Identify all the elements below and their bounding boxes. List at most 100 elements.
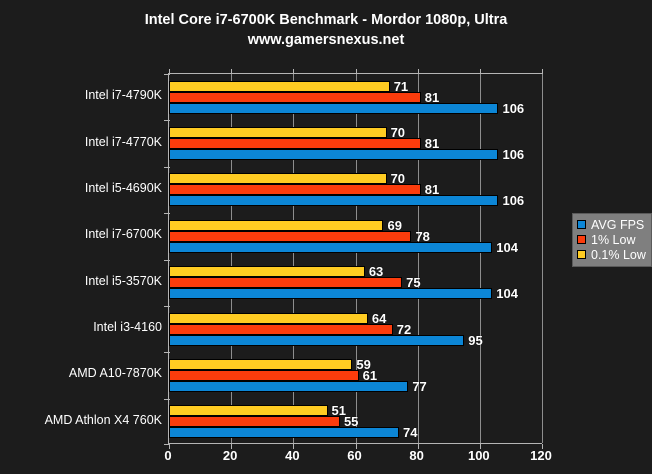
bar-value-label: 95 (468, 332, 483, 348)
bar (169, 80, 390, 92)
bar-value-label: 75 (406, 275, 421, 291)
bar (169, 266, 365, 278)
bar (169, 149, 499, 161)
chart-subtitle: www.gamersnexus.net (247, 32, 405, 48)
category-axis-labels: Intel i7-4790K Intel i7-4770K Intel i5-469… (0, 73, 162, 444)
bar-value-label: 63 (368, 264, 384, 280)
chart-legend: AVG FPS 1% Low 0.1% Low (572, 213, 652, 267)
axis-tick (231, 69, 233, 74)
bar (169, 323, 393, 335)
axis-tick (169, 69, 170, 74)
bar (169, 138, 421, 150)
bar (169, 277, 403, 289)
bar-value-label: 106 (502, 100, 525, 116)
bar (169, 369, 359, 381)
legend-swatch-icon (577, 220, 586, 229)
plot-area: 71 81 106 70 81 106 70 81 106 69 78 104 63 75 104 64 72 9… (164, 69, 543, 449)
legend-item[interactable]: 0.1% Low (577, 247, 646, 262)
bar-value-label: 71 (393, 78, 409, 94)
bar-value-label: 61 (362, 367, 378, 383)
axis-tick (479, 69, 481, 74)
y-axis-tick (164, 260, 170, 261)
bar-value-label: 81 (424, 182, 440, 198)
bar (169, 230, 412, 242)
gridline (293, 74, 295, 443)
y-axis-tick (164, 167, 170, 168)
legend-item[interactable]: 1% Low (577, 232, 646, 247)
axis-tick (479, 444, 481, 449)
bar (169, 184, 421, 196)
legend-label: AVG FPS (591, 217, 645, 232)
x-axis-tick-label: 0 (164, 448, 172, 463)
chart-title-line1: Intel Core i7-6700K Benchmark - Mordor 1… (144, 12, 508, 28)
axis-tick (169, 444, 170, 449)
bar-value-label: 69 (387, 217, 402, 233)
gridline (542, 74, 543, 443)
gridline (417, 74, 419, 443)
x-axis-tick-label: 100 (467, 448, 490, 463)
axis-tick (293, 69, 295, 74)
axis-tick (231, 444, 233, 449)
bar (169, 195, 499, 207)
bar (169, 427, 400, 439)
bar-value-label: 106 (502, 193, 525, 209)
bar (169, 102, 499, 114)
y-axis-tick (164, 213, 170, 214)
x-axis-tick-label: 40 (285, 448, 300, 463)
bar-value-label: 81 (424, 136, 440, 152)
axis-tick (542, 444, 543, 449)
bar-value-label: 77 (412, 378, 427, 394)
legend-swatch-icon (577, 235, 586, 244)
bar (169, 334, 465, 346)
bar-value-label: 78 (415, 228, 430, 244)
x-axis-tick-label: 20 (222, 448, 238, 463)
bar (169, 241, 493, 253)
bar-value-label: 74 (403, 425, 418, 441)
y-axis-tick (164, 352, 170, 353)
bar (169, 173, 387, 185)
x-axis-tick-label: 80 (409, 448, 424, 463)
bar (169, 416, 340, 428)
category-label: Intel i3-4160 (93, 320, 162, 335)
y-axis-tick (164, 399, 170, 400)
x-axis-tick-label: 120 (530, 448, 552, 463)
bar (169, 127, 387, 139)
category-label: Intel i7-6700K (84, 227, 162, 242)
bar-value-label: 104 (496, 239, 518, 255)
gridline (355, 74, 357, 443)
bar-value-label: 72 (396, 321, 412, 337)
gridline (479, 74, 481, 443)
axis-tick (293, 444, 295, 449)
axis-tick (355, 69, 357, 74)
bar (169, 312, 368, 324)
category-label: AMD A10-7870K (68, 366, 162, 381)
bar-value-label: 70 (390, 125, 406, 141)
bar-value-label: 59 (356, 356, 371, 372)
axis-tick (417, 444, 419, 449)
bar-value-label: 81 (424, 89, 440, 105)
x-axis-tick-label: 60 (347, 448, 362, 463)
category-label: AMD Athlon X4 760K (44, 412, 162, 427)
category-label: Intel i5-3570K (84, 273, 162, 288)
value-axis-labels: 0 20 40 60 80 100 120 (164, 448, 551, 468)
bar-value-label: 55 (343, 414, 359, 430)
bar-value-label: 104 (496, 286, 518, 302)
axis-tick (355, 444, 357, 449)
bar (169, 358, 353, 370)
bar (169, 288, 493, 300)
bar-value-label: 70 (390, 171, 406, 187)
y-axis-tick (164, 306, 170, 307)
gridline (231, 74, 233, 443)
bar (169, 219, 384, 231)
bar (169, 405, 328, 417)
axis-tick (542, 69, 543, 74)
bar (169, 91, 421, 103)
bar-value-label: 51 (331, 403, 346, 419)
legend-label: 1% Low (591, 232, 636, 247)
category-label: Intel i7-4770K (84, 134, 162, 149)
legend-item[interactable]: AVG FPS (577, 217, 646, 232)
category-label: Intel i5-4690K (84, 180, 162, 195)
legend-label: 0.1% Low (591, 247, 646, 262)
y-axis-tick (164, 74, 170, 75)
